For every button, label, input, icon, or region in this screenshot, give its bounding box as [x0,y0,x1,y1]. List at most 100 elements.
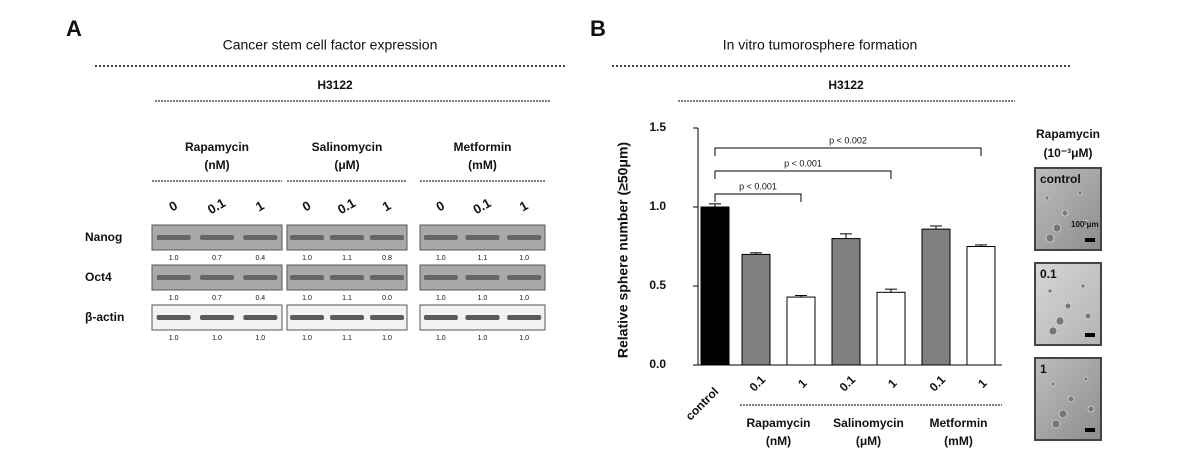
significance-bracket [714,170,892,179]
quant-label: 1.0 [302,255,312,262]
sphere [1067,395,1075,403]
blot-band [290,275,324,280]
quant-label: 1.0 [436,255,446,262]
blot-band [156,235,191,240]
blot-band [507,315,542,320]
quant-label: 1.1 [478,255,488,262]
group-name: Rapamycin [746,416,810,430]
treatment-unit: (nM) [204,158,229,172]
blot-band [200,275,234,280]
image-label: 1 [1040,362,1047,376]
group-name: Metformin [930,416,988,430]
p-value: p < 0.001 [739,181,777,191]
blot-band [243,235,278,240]
quant-label: 1.0 [169,335,179,342]
panel-label: A [66,16,82,41]
dose-label: 0.1 [470,195,493,217]
blot-band [200,235,234,240]
micrograph [1034,167,1102,251]
sphere [1047,288,1053,294]
group-unit: (mM) [944,434,973,448]
quant-label: 1.0 [519,335,529,342]
blot-band [330,275,364,280]
p-value: p < 0.002 [829,135,867,145]
bar [831,238,861,366]
quant-label: 1.0 [302,295,312,302]
treatment-unit: (μM) [334,158,359,172]
blot-band [370,235,404,240]
blot-band [370,275,404,280]
y-tick-label: 1.0 [649,199,666,213]
cell-line: H3122 [317,78,353,92]
y-tick-label: 0.0 [649,357,666,371]
panel-title: In vitro tumorosphere formation [723,37,918,53]
sphere [1084,312,1092,320]
blot-band [507,235,542,240]
blot-band [330,315,364,320]
sphere [1045,233,1055,243]
image-title: Rapamycin [1036,127,1100,141]
row-label: Nanog [85,230,122,244]
sphere [1061,209,1069,217]
x-tick-label: 0.1 [747,372,769,394]
y-tick-label: 1.5 [649,120,666,134]
treatment-name: Metformin [454,140,512,154]
bar [786,296,816,366]
blot-band [156,275,191,280]
scale-bar [1085,238,1095,242]
sphere [1055,316,1065,326]
blot-band [243,275,278,280]
blot-band [465,235,500,240]
quant-label: 1.1 [342,255,352,262]
dose-label: 0.1 [205,195,228,217]
sphere [1087,405,1095,413]
bar [876,291,906,366]
quant-label: 1.0 [436,335,446,342]
sphere [1083,376,1089,382]
panel-title: Cancer stem cell factor expression [223,37,438,53]
x-tick-label: 0.1 [837,372,859,394]
sphere [1044,195,1050,201]
blot-band [290,235,324,240]
blot-band [156,315,191,320]
y-tick-label: 0.5 [649,278,666,292]
scale-bar [1085,333,1095,337]
p-value: p < 0.001 [784,158,822,168]
blot-band [423,235,458,240]
image-label: control [1040,172,1081,186]
bar [966,246,996,366]
blot-band [200,315,234,320]
dose-label: 0 [300,198,314,215]
sphere [1077,190,1083,196]
blot-band [330,235,364,240]
row-label: β-actin [85,310,124,324]
quant-label: 0.7 [212,295,222,302]
quant-label: 1.0 [478,335,488,342]
x-tick-label: 1 [795,376,810,391]
significance-bracket [714,147,982,156]
quant-label: 0.8 [382,255,392,262]
blot-band [465,315,500,320]
sphere [1052,223,1062,233]
quant-label: 1.0 [255,335,265,342]
row-label: Oct4 [85,270,112,284]
group-unit: (nM) [766,434,791,448]
quant-label: 0.4 [255,255,265,262]
image-unit: (10⁻³μM) [1043,146,1092,160]
dose-label: 1 [517,198,531,215]
sphere [1080,283,1086,289]
dose-label: 1 [380,198,394,215]
x-tick-label: 1 [975,376,990,391]
quant-label: 1.1 [342,335,352,342]
quant-label: 1.0 [519,295,529,302]
group-unit: (μM) [856,434,881,448]
y-axis-label: Relative sphere number (≥50μm) [615,142,631,358]
bar [921,228,951,366]
quant-label: 1.0 [169,255,179,262]
dose-label: 0 [433,198,447,215]
quant-label: 1.0 [302,335,312,342]
scale-bar [1085,428,1095,432]
blot-band [423,275,458,280]
dose-label: 1 [253,198,267,215]
